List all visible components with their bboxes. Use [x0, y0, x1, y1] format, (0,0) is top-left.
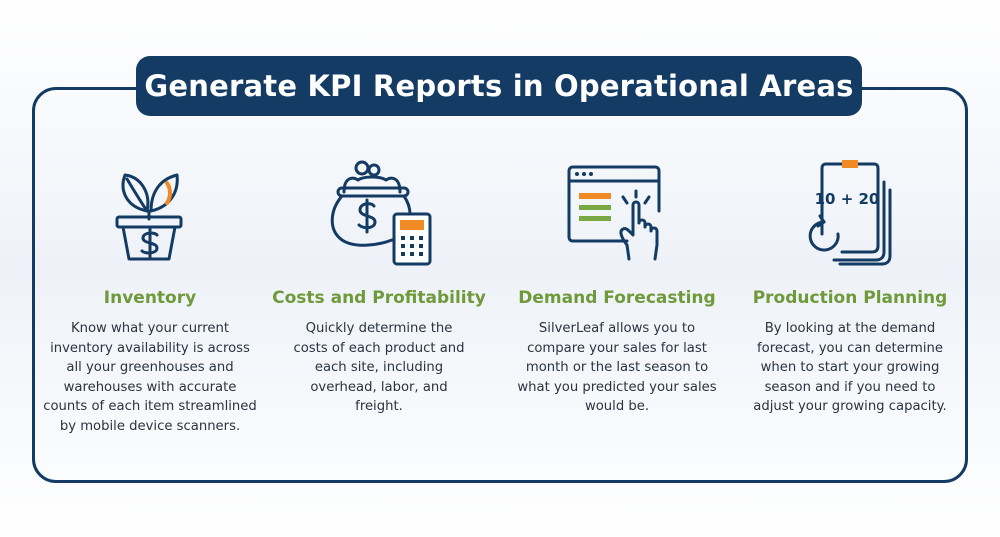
- column-production-planning: Production Planning By looking at the de…: [730, 150, 970, 417]
- column-inventory: Inventory Know what your current invento…: [30, 150, 270, 437]
- column-heading: Costs and Profitability: [272, 288, 486, 308]
- column-demand-forecasting: Demand Forecasting SilverLeaf allows you…: [497, 150, 737, 417]
- clipboard-formula-text: 10 + 20: [814, 190, 880, 208]
- clipboard-calc-icon: [730, 150, 970, 276]
- column-body: SilverLeaf allows you to compare your sa…: [517, 321, 717, 415]
- column-body: Quickly determine the costs of each prod…: [293, 321, 465, 415]
- title-banner: Generate KPI Reports in Operational Area…: [136, 56, 862, 116]
- column-body: By looking at the demand forecast, you c…: [753, 321, 947, 415]
- column-heading: Demand Forecasting: [518, 288, 716, 308]
- page-title: Generate KPI Reports in Operational Area…: [144, 69, 854, 103]
- purse-calculator-icon: [259, 150, 499, 276]
- plant-pot-dollar-icon: [30, 150, 270, 276]
- column-heading: Inventory: [103, 288, 197, 308]
- column-body: Know what your current inventory availab…: [43, 321, 257, 434]
- browser-click-icon: [497, 150, 737, 276]
- column-heading: Production Planning: [752, 288, 948, 308]
- column-costs-profitability: Costs and Profitability Quickly determin…: [259, 150, 499, 417]
